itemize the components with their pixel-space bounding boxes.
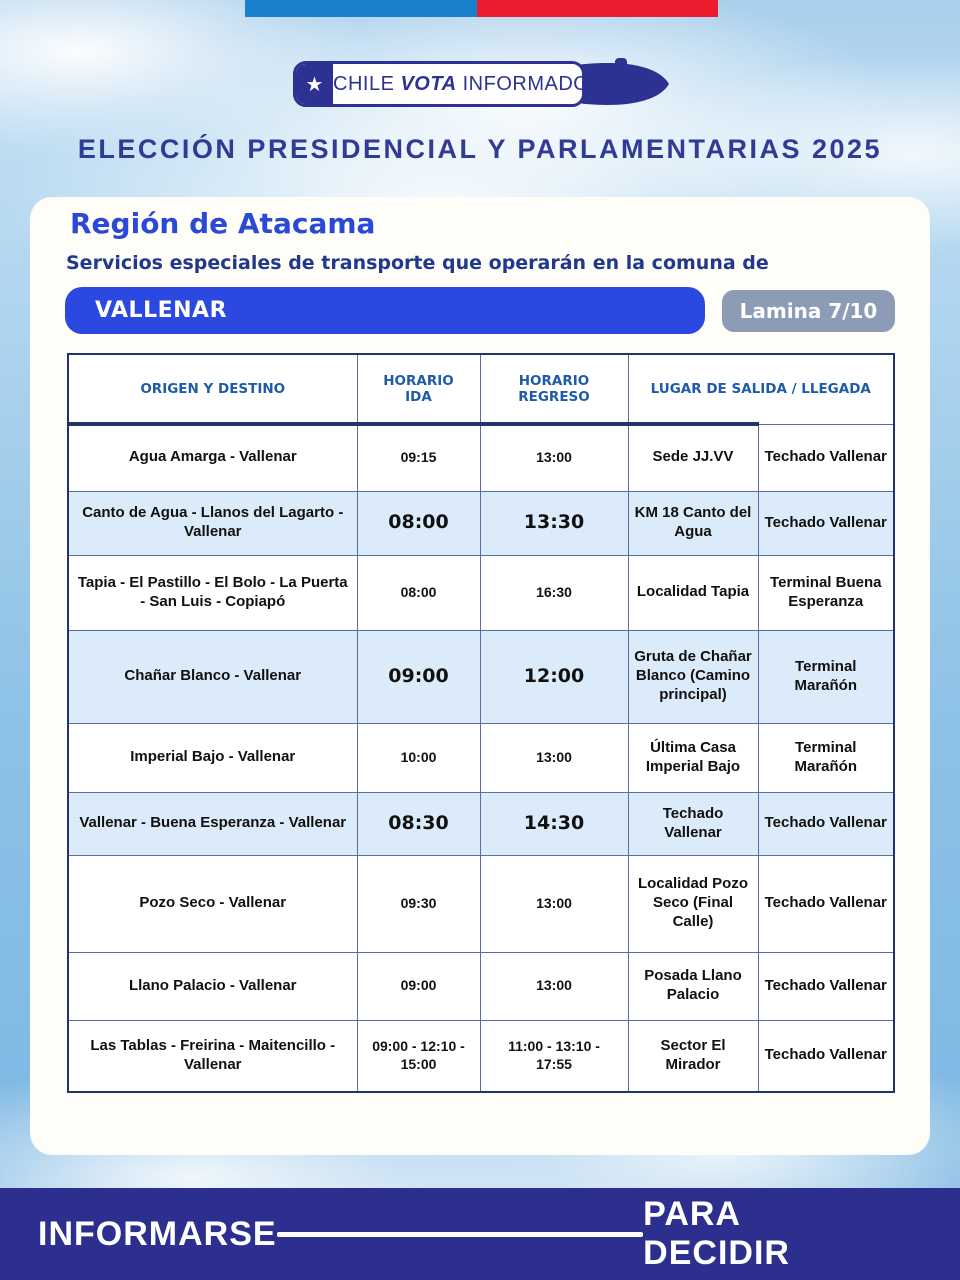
cell-regreso: 12:00 <box>479 629 629 724</box>
footer-left-label: INFORMARSE <box>38 1214 277 1253</box>
cell-regreso: 13:30 <box>479 490 629 556</box>
cell-llegada: Terminal Marañón <box>757 722 895 793</box>
col-header-origen: ORIGEN Y DESTINO <box>67 353 358 425</box>
cell-origen: Canto de Agua - Llanos del Lagarto - Val… <box>67 490 358 556</box>
footer-divider-line <box>276 1231 644 1237</box>
cell-salida: Posada Llano Palacio <box>627 951 759 1021</box>
cell-regreso: 14:30 <box>479 791 629 856</box>
footer-banner: INFORMARSE PARA DECIDIR <box>0 1188 960 1280</box>
star-icon: ★ <box>296 64 333 104</box>
cell-regreso: 13:00 <box>479 423 629 492</box>
logo-chile: CHILE <box>333 72 395 95</box>
table-row: Imperial Bajo - Vallenar 10:00 13:00 Últ… <box>67 722 895 793</box>
logo-text: CHILE VOTA INFORMADO <box>333 72 585 96</box>
cell-llegada: Techado Vallenar <box>757 490 895 556</box>
subtitle: Servicios especiales de transporte que o… <box>66 252 769 274</box>
logo-informado: INFORMADO <box>462 72 585 95</box>
cell-ida: 08:00 <box>356 554 481 631</box>
cell-regreso: 16:30 <box>479 554 629 631</box>
cell-salida: Última Casa Imperial Bajo <box>627 722 759 793</box>
cell-salida: Sede JJ.VV <box>627 423 759 492</box>
cell-regreso: 11:00 - 13:10 - 17:55 <box>479 1019 629 1093</box>
col-header-lugar: LUGAR DE SALIDA / LLEGADA <box>627 353 895 425</box>
cell-origen: Llano Palacio - Vallenar <box>67 951 358 1021</box>
cell-salida: Gruta de Chañar Blanco (Camino principal… <box>627 629 759 724</box>
cell-origen: Tapia - El Pastillo - El Bolo - La Puert… <box>67 554 358 631</box>
cell-ida: 09:15 <box>356 423 481 492</box>
flag-stripe-red <box>477 0 718 17</box>
cell-ida: 08:00 <box>356 490 481 556</box>
logo-pill: ★ CHILE VOTA INFORMADO <box>293 61 585 107</box>
comuna-label: VALLENAR <box>95 298 228 323</box>
cell-origen: Imperial Bajo - Vallenar <box>67 722 358 793</box>
cell-salida: Sector El Mirador <box>627 1019 759 1093</box>
table-row: Canto de Agua - Llanos del Lagarto - Val… <box>67 490 895 556</box>
col-header-ida: HORARIO IDA <box>356 353 481 425</box>
table-row: Las Tablas - Freirina - Maitencillo - Va… <box>67 1019 895 1093</box>
transport-table-wrap: ORIGEN Y DESTINO HORARIO IDA HORARIO REG… <box>67 353 896 1093</box>
cell-salida: Localidad Pozo Seco (Final Calle) <box>627 854 759 953</box>
table-row: Vallenar - Buena Esperanza - Vallenar 08… <box>67 791 895 856</box>
cell-salida: Techado Vallenar <box>627 791 759 856</box>
cell-llegada: Techado Vallenar <box>757 1019 895 1093</box>
transport-table: ORIGEN Y DESTINO HORARIO IDA HORARIO REG… <box>67 353 896 1093</box>
table-header-row: ORIGEN Y DESTINO HORARIO IDA HORARIO REG… <box>67 353 895 425</box>
cell-regreso: 13:00 <box>479 951 629 1021</box>
cell-origen: Chañar Blanco - Vallenar <box>67 629 358 724</box>
chile-vota-informado-logo: ★ CHILE VOTA INFORMADO <box>293 58 673 108</box>
footer-right-label: PARA DECIDIR <box>643 1195 790 1272</box>
cell-origen: Agua Amarga - Vallenar <box>67 423 358 492</box>
lamina-badge: Lamina 7/10 <box>722 290 895 332</box>
table-row: Chañar Blanco - Vallenar 09:00 12:00 Gru… <box>67 629 895 724</box>
cell-ida: 09:30 <box>356 854 481 953</box>
logo-vota: VOTA <box>400 72 457 95</box>
cell-origen: Las Tablas - Freirina - Maitencillo - Va… <box>67 1019 358 1093</box>
cell-origen: Vallenar - Buena Esperanza - Vallenar <box>67 791 358 856</box>
flag-stripe-blue <box>245 0 477 17</box>
table-row: Tapia - El Pastillo - El Bolo - La Puert… <box>67 554 895 631</box>
page-title: ELECCIÓN PRESIDENCIAL Y PARLAMENTARIAS 2… <box>77 134 883 164</box>
cell-ida: 09:00 <box>356 951 481 1021</box>
cell-ida: 10:00 <box>356 722 481 793</box>
cell-regreso: 13:00 <box>479 854 629 953</box>
cell-llegada: Techado Vallenar <box>757 791 895 856</box>
cell-llegada: Terminal Marañón <box>757 629 895 724</box>
cell-ida: 09:00 - 12:10 - 15:00 <box>356 1019 481 1093</box>
pen-icon <box>559 58 669 105</box>
cell-llegada: Techado Vallenar <box>757 951 895 1021</box>
cell-salida: Localidad Tapia <box>627 554 759 631</box>
table-row: Pozo Seco - Vallenar 09:30 13:00 Localid… <box>67 854 895 953</box>
col-header-regreso: HORARIO REGRESO <box>479 353 629 425</box>
table-row: Llano Palacio - Vallenar 09:00 13:00 Pos… <box>67 951 895 1021</box>
comuna-row: VALLENAR Lamina 7/10 <box>30 287 930 335</box>
cell-ida: 09:00 <box>356 629 481 724</box>
comuna-pill: VALLENAR <box>65 287 705 334</box>
lamina-label: Lamina 7/10 <box>739 299 878 323</box>
table-row: Agua Amarga - Vallenar 09:15 13:00 Sede … <box>67 423 895 492</box>
content-card: Región de Atacama Servicios especiales d… <box>30 197 930 1155</box>
region-title: Región de Atacama <box>70 207 376 240</box>
cell-llegada: Terminal Buena Esperanza <box>757 554 895 631</box>
cell-regreso: 13:00 <box>479 722 629 793</box>
cell-ida: 08:30 <box>356 791 481 856</box>
cell-llegada: Techado Vallenar <box>757 854 895 953</box>
cell-llegada: Techado Vallenar <box>757 423 895 492</box>
cell-salida: KM 18 Canto del Agua <box>627 490 759 556</box>
cell-origen: Pozo Seco - Vallenar <box>67 854 358 953</box>
